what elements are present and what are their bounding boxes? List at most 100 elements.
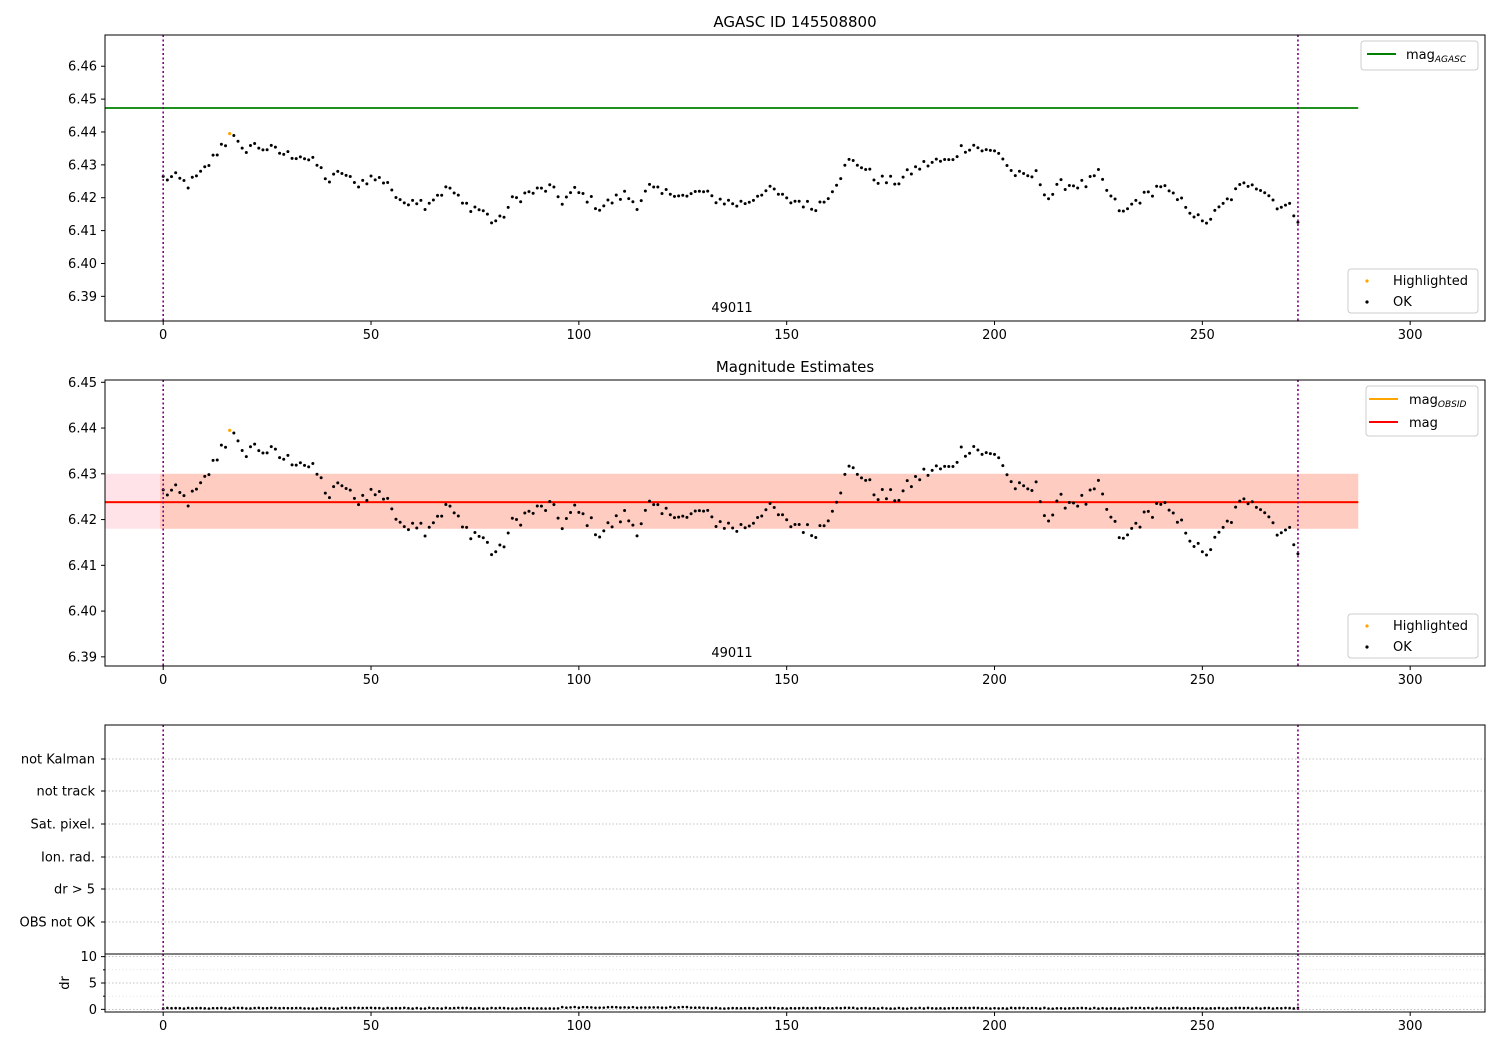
ok-point [186,504,190,508]
ok-point [598,208,602,212]
legend-box [1347,268,1479,314]
ok-point [1105,188,1109,192]
dr-point [922,1007,926,1010]
ok-point [1229,198,1233,202]
ok-point [211,153,215,157]
dr-point [880,1006,884,1010]
dr-point [777,1007,780,1010]
ok-point [498,214,502,218]
ok-point [1109,515,1113,519]
ok-point [448,504,452,508]
ok-point [298,155,302,159]
ok-point [1134,521,1138,525]
dr-point [1030,1006,1034,1010]
ok-point [1175,198,1179,202]
ok-point [648,499,652,503]
ok-point [976,146,980,150]
ok-point [577,510,581,514]
dr-point [1063,1007,1067,1010]
ok-point [947,158,951,162]
ok-point [1030,175,1034,179]
dr-point [689,1006,693,1009]
ok-point [677,194,681,198]
ok-point [988,452,992,456]
dr-point [311,1007,315,1010]
ok-point [315,472,319,476]
ok-point [602,529,606,533]
dr-point [565,1006,568,1009]
ok-point [760,193,764,197]
dr-point [436,1006,439,1010]
ok-point [286,150,290,154]
ok-point [1121,209,1125,213]
y-tick-label: 5 [89,977,97,992]
ok-point [689,512,693,516]
ok-point [1200,550,1204,554]
ok-point [344,487,348,491]
x-tick-label: 250 [1190,1019,1215,1034]
ok-point [1009,480,1013,484]
dr-point [598,1006,601,1009]
ok-point [1084,185,1088,189]
dr-point [577,1006,581,1010]
ok-point [174,171,178,175]
ok-point [714,201,718,205]
ok-point [1205,221,1209,225]
ok-point [793,199,797,203]
ok-point [448,186,452,190]
flag-label: dr > 5 [54,883,95,898]
ok-point [1142,190,1146,194]
ok-point [377,176,381,180]
ok-point [294,157,298,161]
dr-point [889,1007,892,1010]
ok-point [232,431,236,435]
ok-point [523,191,527,195]
ok-point [215,153,219,157]
ok-point [394,517,398,521]
ok-point [1013,174,1017,178]
dr-point [851,1006,855,1010]
dr-point [747,1006,751,1010]
dr-point [1284,1006,1287,1010]
dr-point [760,1006,764,1010]
ok-point [610,525,614,529]
ok-point [880,488,884,492]
dr-point [211,1006,215,1010]
ok-point [1063,506,1067,510]
dr-point [502,1006,506,1010]
ok-point [1022,484,1026,488]
ok-point [569,510,573,514]
dr-point [1225,1007,1229,1010]
legend-label: Highlighted [1393,274,1468,289]
dr-point [1192,1006,1196,1010]
ok-point [943,158,947,162]
ok-point [872,493,876,497]
flag-label: Sat. pixel. [31,818,95,833]
ok-point [1155,502,1159,506]
x-tick-label: 250 [1190,673,1215,688]
ok-point [1092,174,1096,178]
ok-point [494,550,498,554]
dr-point [727,1007,730,1010]
ok-point [477,208,481,212]
ok-point [539,186,543,190]
ok-point [677,515,681,519]
ok-point [639,199,643,203]
ok-point [248,143,252,147]
dr-point [481,1007,485,1010]
ok-point [976,448,980,452]
ok-point [311,155,315,159]
ok-point [922,159,926,163]
dr-point [1088,1007,1092,1010]
x-tick-label: 250 [1190,328,1215,343]
dr-point [294,1006,298,1010]
ok-point [419,521,423,525]
ok-point [365,498,369,502]
ok-point [768,502,772,506]
dr-point [893,1007,897,1010]
ok-point [801,205,805,209]
dr-point [369,1006,373,1010]
dr-point [1055,1007,1059,1010]
ok-point [1080,493,1084,497]
ok-point [573,503,577,507]
